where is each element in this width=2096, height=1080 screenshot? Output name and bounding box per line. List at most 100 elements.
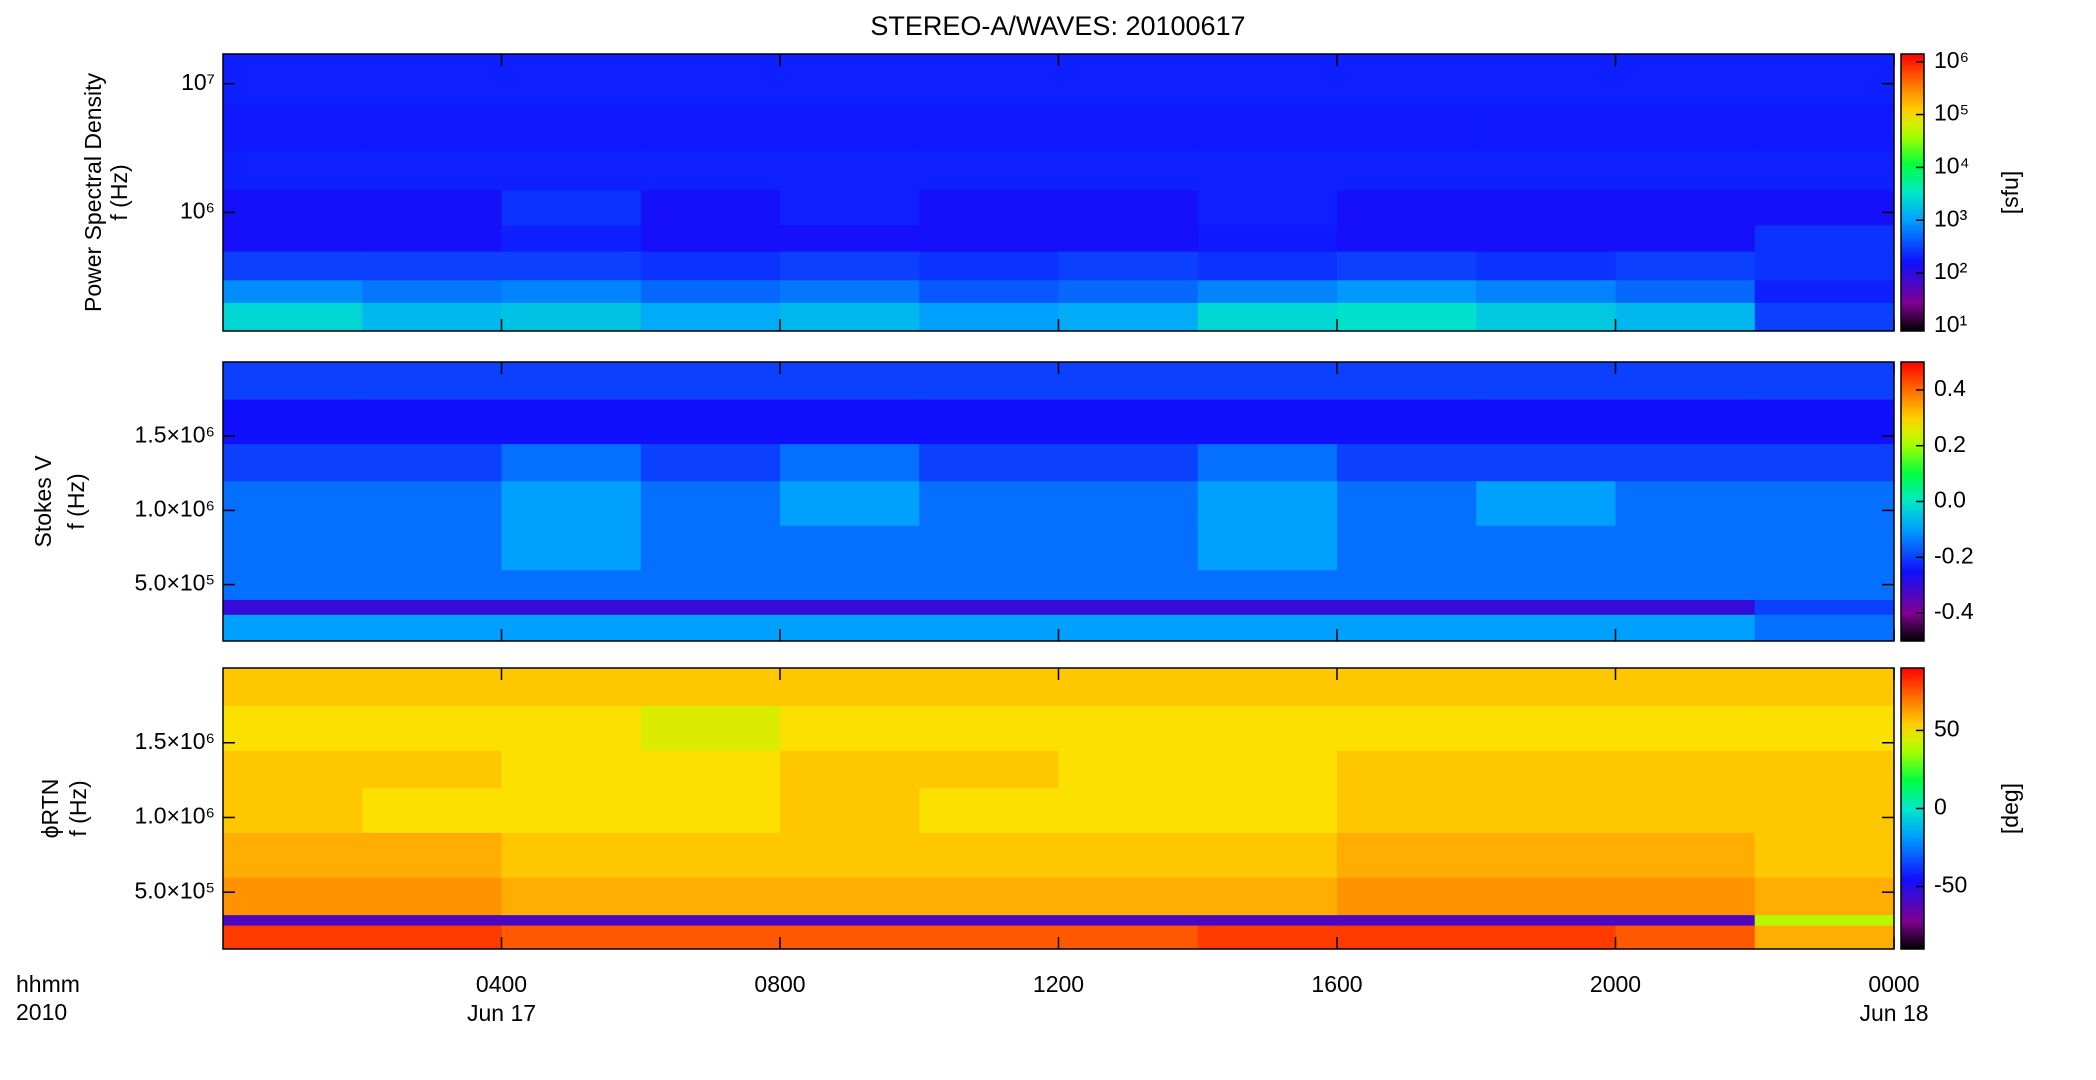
- heatmap-cell: [223, 103, 363, 152]
- heatmap-cell: [1197, 189, 1338, 226]
- heatmap-cell: [1337, 525, 1477, 571]
- heatmap-cell: [501, 224, 642, 252]
- heatmap-cell: [919, 443, 1059, 482]
- x-tick-label: 0000: [1868, 971, 1919, 997]
- heatmap-cell: [1754, 614, 1895, 642]
- heatmap-cell: [223, 614, 363, 642]
- colorbar-tick-label: 50: [1934, 716, 1960, 742]
- heatmap-cell: [223, 925, 363, 950]
- heatmap-cell: [919, 251, 1059, 281]
- heatmap-cell: [780, 251, 920, 281]
- heatmap-cell: [919, 150, 1059, 191]
- heatmap-cell: [362, 925, 502, 950]
- heatmap-cell: [1337, 877, 1477, 916]
- heatmap-cell: [1197, 668, 1338, 706]
- heatmap-cell: [919, 569, 1059, 600]
- heatmap-cell: [223, 189, 363, 226]
- heatmap-cell: [919, 787, 1059, 833]
- heatmap-cell: [1476, 443, 1616, 482]
- heatmap-cell: [919, 189, 1059, 226]
- heatmap-cell: [640, 914, 781, 926]
- heatmap-cell: [223, 569, 363, 600]
- heatmap-cell: [1058, 443, 1199, 482]
- heatmap-cell: [223, 705, 363, 751]
- heatmap-cell: [501, 877, 642, 916]
- heatmap-cell: [1197, 443, 1338, 482]
- heatmap-cell: [1058, 925, 1199, 950]
- x-tick-label: 1600: [1311, 971, 1362, 997]
- heatmap-cell: [919, 279, 1059, 303]
- colorbar-tick-label: 0: [1934, 794, 1947, 820]
- heatmap-cell: [223, 668, 363, 706]
- heatmap-cell: [919, 832, 1059, 878]
- heatmap-cell: [501, 443, 642, 482]
- heatmap-cell: [1058, 599, 1199, 615]
- y-axis-label: Power Spectral Density: [80, 72, 106, 312]
- heatmap-cell: [223, 877, 363, 916]
- heatmap-cell: [1476, 54, 1616, 105]
- heatmap-cell: [919, 525, 1059, 571]
- heatmap-cell: [1337, 399, 1477, 445]
- x-date-label: Jun 17: [467, 1000, 536, 1026]
- heatmap-cell: [223, 599, 363, 615]
- heatmap-cell: [223, 54, 363, 105]
- heatmap-cell: [501, 103, 642, 152]
- colorbar-tick-label: 10⁵: [1934, 100, 1969, 126]
- heatmap-cell: [223, 362, 363, 400]
- heatmap-cell: [362, 832, 502, 878]
- heatmap-cell: [1197, 362, 1338, 400]
- heatmap-cell: [640, 525, 781, 571]
- heatmap-cell: [640, 480, 781, 526]
- heatmap-cell: [1476, 787, 1616, 833]
- heatmap-cell: [640, 443, 781, 482]
- x-tick-label: 0800: [754, 971, 805, 997]
- heatmap-cell: [1754, 480, 1895, 526]
- heatmap-cell: [1476, 614, 1616, 642]
- heatmap-cell: [223, 480, 363, 526]
- x-tick-label: 0400: [476, 971, 527, 997]
- heatmap-cell: [501, 914, 642, 926]
- heatmap-cell: [1615, 525, 1756, 571]
- heatmap-cell: [1476, 224, 1616, 252]
- heatmap-cell: [1337, 925, 1477, 950]
- heatmap-cell: [1058, 569, 1199, 600]
- heatmap-cell: [1754, 103, 1895, 152]
- heatmap-cell: [1197, 251, 1338, 281]
- heatmap-cell: [1754, 877, 1895, 916]
- heatmap-cell: [362, 251, 502, 281]
- heatmap-cell: [362, 443, 502, 482]
- heatmap-cell: [780, 302, 920, 332]
- heatmap-cell: [1058, 877, 1199, 916]
- heatmap-cell: [640, 705, 781, 751]
- heatmap-cell: [1058, 150, 1199, 191]
- heatmap-cell: [1197, 914, 1338, 926]
- heatmap-cell: [919, 668, 1059, 706]
- heatmap-cell: [501, 599, 642, 615]
- heatmap-cell: [1337, 251, 1477, 281]
- heatmap-cell: [919, 362, 1059, 400]
- y-axis-label: ϕRTN: [37, 779, 63, 839]
- heatmap-cell: [780, 189, 920, 226]
- heatmap-cell: [640, 787, 781, 833]
- heatmap-cell: [780, 787, 920, 833]
- heatmap-cell: [780, 877, 920, 916]
- heatmap-cell: [780, 399, 920, 445]
- heatmap-cell: [1615, 480, 1756, 526]
- heatmap-cell: [1337, 279, 1477, 303]
- heatmap-cell: [1476, 362, 1616, 400]
- colorbar-tick-label: -0.2: [1934, 542, 1974, 568]
- heatmap-cell: [640, 832, 781, 878]
- heatmap-cell: [223, 399, 363, 445]
- heatmap-cell: [1337, 668, 1477, 706]
- heatmap-cell: [1058, 525, 1199, 571]
- heatmap-cell: [1058, 914, 1199, 926]
- heatmap-cell: [1476, 750, 1616, 789]
- heatmap-cell: [1476, 399, 1616, 445]
- heatmap-cell: [1337, 750, 1477, 789]
- heatmap-cell: [362, 668, 502, 706]
- heatmap-cell: [1476, 189, 1616, 226]
- heatmap-cell: [1754, 668, 1895, 706]
- heatmap-cell: [1058, 103, 1199, 152]
- heatmap-cell: [1197, 750, 1338, 789]
